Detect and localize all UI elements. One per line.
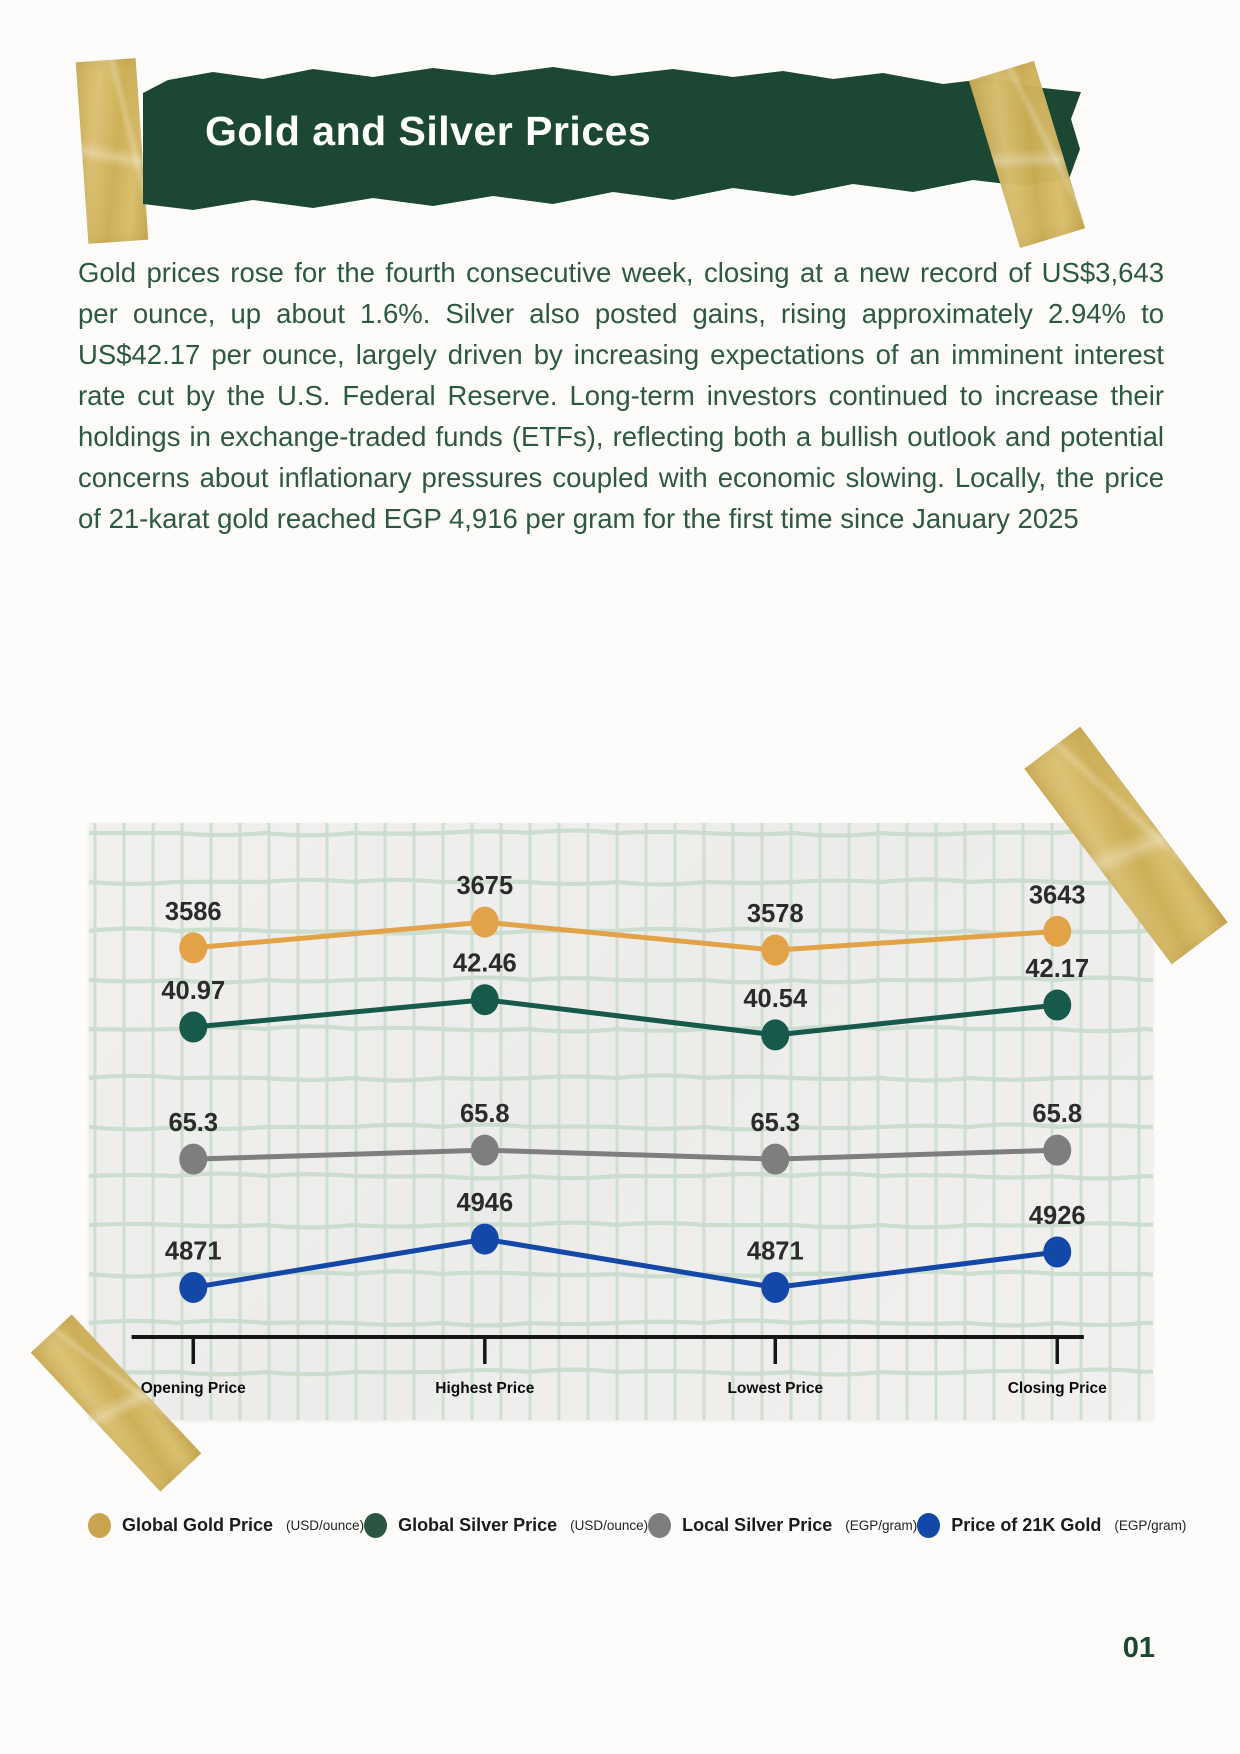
legend-series-unit: (EGP/gram) [1114, 1517, 1187, 1533]
series-global-silver-price: 40.97 42.46 40.54 42.17 [161, 950, 1089, 1051]
data-label: 4926 [1029, 1202, 1086, 1230]
data-point [470, 906, 499, 938]
data-label: 4871 [165, 1237, 222, 1265]
series-price-of-21k-gold: 4871 4946 4871 4926 [165, 1189, 1086, 1303]
legend-color-dot [364, 1512, 388, 1538]
x-axis-label: Opening Price [141, 1380, 246, 1397]
legend-series-unit: (EGP/gram) [845, 1517, 918, 1533]
grid-lines [89, 823, 1153, 1420]
data-label: 65.3 [750, 1109, 800, 1137]
page-number: 01 [1122, 1632, 1155, 1664]
data-point [179, 1143, 208, 1175]
prices-line-chart: Opening Price Highest Price Lowest Price Cl… [89, 823, 1153, 1420]
legend-item-price-of-21k-gold: Price of 21K Gold (EGP/gram) [917, 1512, 1187, 1538]
graph-paper: Opening Price Highest Price Lowest Price Cl… [89, 823, 1153, 1420]
data-label: 4871 [747, 1237, 804, 1265]
data-label: 42.46 [453, 950, 517, 978]
series-local-silver-price: 65.3 65.8 65.3 65.8 [168, 1100, 1082, 1175]
page-title: Gold and Silver Prices [205, 108, 652, 154]
data-point [179, 1271, 208, 1303]
data-point [761, 934, 790, 966]
data-label: 65.8 [1032, 1100, 1082, 1128]
legend-item-global-silver-price: Global Silver Price (USD/ounce) [364, 1512, 649, 1538]
x-axis: Opening Price Highest Price Lowest Price Cl… [131, 1335, 1107, 1397]
chart-legend: Global Gold Price (USD/ounce) Global Silve… [88, 1503, 1186, 1547]
data-point [761, 1019, 790, 1051]
legend-series-name: Global Silver Price [398, 1514, 558, 1535]
data-point [1043, 989, 1072, 1021]
data-label: 3643 [1029, 881, 1086, 909]
torn-paper-banner [143, 67, 1081, 210]
intro-paragraph: Gold prices rose for the fourth consecut… [78, 257, 1164, 534]
x-axis-label: Highest Price [435, 1380, 534, 1397]
legend-series-name: Global Gold Price [122, 1514, 274, 1535]
x-axis-label: Closing Price [1008, 1380, 1107, 1397]
data-point [761, 1143, 790, 1175]
data-label: 65.3 [168, 1109, 218, 1137]
legend-series-unit: (USD/ounce) [570, 1517, 649, 1533]
washi-tape-banner-left [75, 58, 149, 244]
legend-color-dot [88, 1512, 111, 1538]
data-label: 4946 [456, 1189, 513, 1217]
legend-series-name: Local Silver Price [682, 1514, 833, 1535]
series-line [190, 997, 1060, 1038]
data-label: 40.97 [161, 977, 225, 1005]
series-global-gold-price: 3586 3675 3578 3643 [165, 872, 1086, 966]
legend-color-dot [648, 1512, 672, 1538]
data-label: 42.17 [1025, 955, 1089, 983]
legend-color-dot [917, 1512, 941, 1538]
series-line [190, 1236, 1060, 1290]
legend-item-global-gold-price: Global Gold Price (USD/ounce) [88, 1512, 365, 1538]
data-point [1043, 1236, 1072, 1268]
data-label: 65.8 [460, 1100, 510, 1128]
series-line [190, 1147, 1060, 1162]
data-point [470, 984, 499, 1016]
data-point [179, 932, 208, 964]
data-label: 40.54 [743, 985, 808, 1013]
data-point [470, 1134, 499, 1166]
data-label: 3675 [456, 872, 513, 900]
data-label: 3578 [747, 900, 804, 928]
data-label: 3586 [165, 898, 222, 926]
x-axis-label: Lowest Price [727, 1380, 823, 1397]
legend-series-unit: (USD/ounce) [286, 1517, 365, 1533]
data-point [1043, 1134, 1072, 1166]
series-line [190, 919, 1060, 953]
data-point [179, 1011, 208, 1043]
data-point [761, 1271, 790, 1303]
data-point [470, 1223, 499, 1255]
legend-item-local-silver-price: Local Silver Price (EGP/gram) [648, 1512, 918, 1538]
data-point [1043, 915, 1072, 947]
legend-series-name: Price of 21K Gold [951, 1514, 1102, 1535]
